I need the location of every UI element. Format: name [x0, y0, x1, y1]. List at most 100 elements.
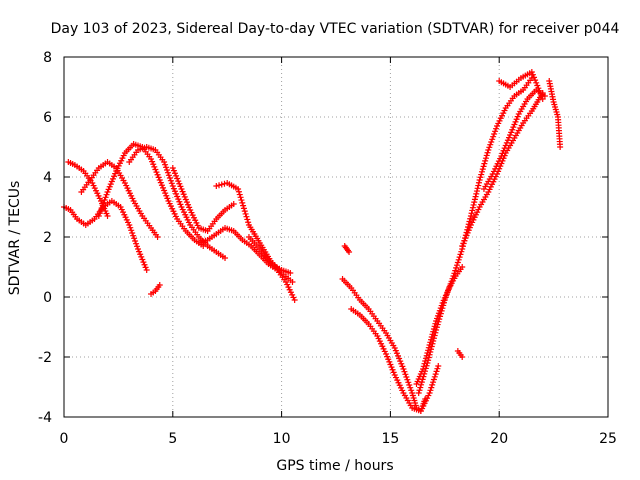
data-point — [433, 327, 440, 333]
data-point — [481, 160, 488, 167]
data-point — [98, 205, 105, 211]
data-point — [424, 360, 431, 366]
data-point — [443, 291, 450, 298]
data-points — [61, 69, 564, 414]
data-point — [237, 194, 244, 201]
data-point — [423, 362, 430, 369]
data-point — [459, 243, 466, 249]
data-point — [240, 205, 247, 212]
data-point — [433, 324, 440, 331]
data-point — [493, 125, 500, 132]
x-axis-label: GPS time / hours — [276, 458, 393, 474]
plot-frame — [63, 56, 609, 418]
data-point — [429, 381, 436, 388]
data-point — [454, 259, 461, 266]
data-point — [239, 199, 246, 206]
data-point — [430, 376, 437, 383]
data-point — [173, 172, 180, 179]
data-point — [287, 270, 294, 276]
data-point — [483, 152, 490, 159]
data-point — [104, 189, 111, 195]
data-point — [499, 150, 506, 157]
data-point — [108, 178, 115, 185]
data-point — [450, 273, 457, 279]
data-point — [243, 213, 250, 220]
data-point — [161, 187, 168, 194]
data-point — [181, 193, 188, 200]
data-point — [469, 204, 476, 211]
data-point — [492, 128, 499, 135]
data-point — [428, 343, 435, 350]
data-point — [130, 232, 137, 239]
data-point — [289, 279, 296, 285]
data-point — [469, 207, 476, 214]
data-point — [426, 390, 433, 396]
data-point — [392, 347, 399, 354]
data-point — [148, 156, 155, 162]
data-point — [112, 170, 119, 177]
data-point — [97, 207, 104, 214]
y-axis-label: SDTVAR / TECUs — [7, 181, 23, 296]
data-point — [399, 363, 406, 370]
data-point — [182, 196, 189, 203]
data-point — [435, 318, 442, 325]
data-point — [405, 379, 412, 386]
data-point — [141, 261, 148, 268]
data-point — [510, 124, 517, 131]
data-point — [95, 213, 102, 219]
data-point — [465, 227, 472, 234]
data-point — [177, 183, 184, 190]
data-point — [235, 188, 242, 195]
data-point — [438, 307, 445, 314]
data-point — [404, 376, 411, 383]
data-point — [434, 365, 441, 372]
data-point — [400, 366, 407, 372]
data-point — [133, 240, 140, 247]
data-point — [509, 126, 516, 133]
y-tick-label: 2 — [43, 230, 52, 246]
data-point — [169, 183, 176, 189]
y-tick-label: 0 — [43, 290, 52, 306]
chart-title: Day 103 of 2023, Sidereal Day-to-day VTE… — [51, 21, 620, 37]
data-point — [393, 350, 400, 357]
data-point — [440, 302, 447, 309]
data-point — [478, 171, 485, 178]
data-point — [136, 248, 143, 255]
data-point — [437, 310, 444, 317]
data-point — [507, 132, 514, 138]
data-point — [158, 182, 165, 189]
data-point — [151, 163, 158, 170]
data-point — [241, 208, 248, 215]
data-point — [478, 168, 485, 175]
data-point — [101, 197, 108, 203]
data-point — [459, 354, 466, 360]
data-point — [422, 365, 429, 372]
data-point — [244, 216, 251, 223]
data-point — [528, 69, 535, 75]
data-point — [396, 355, 403, 362]
data-point — [430, 379, 437, 386]
data-point — [473, 188, 480, 195]
y-tick-label: 6 — [43, 110, 52, 126]
data-point — [498, 153, 505, 159]
data-point — [213, 183, 220, 189]
data-point — [500, 147, 507, 154]
data-point — [489, 136, 496, 143]
data-point — [235, 186, 242, 192]
data-point — [166, 175, 173, 181]
data-point — [106, 183, 113, 190]
data-point — [488, 139, 495, 145]
data-point — [163, 164, 170, 171]
data-point — [539, 96, 546, 102]
data-point — [422, 368, 429, 375]
data-point — [447, 281, 454, 287]
data-point — [453, 264, 460, 271]
data-point — [131, 235, 138, 242]
data-point — [138, 253, 145, 260]
data-point — [480, 163, 487, 170]
data-point — [474, 185, 481, 192]
data-point — [346, 249, 353, 255]
data-point — [461, 237, 468, 244]
data-point — [472, 193, 479, 200]
